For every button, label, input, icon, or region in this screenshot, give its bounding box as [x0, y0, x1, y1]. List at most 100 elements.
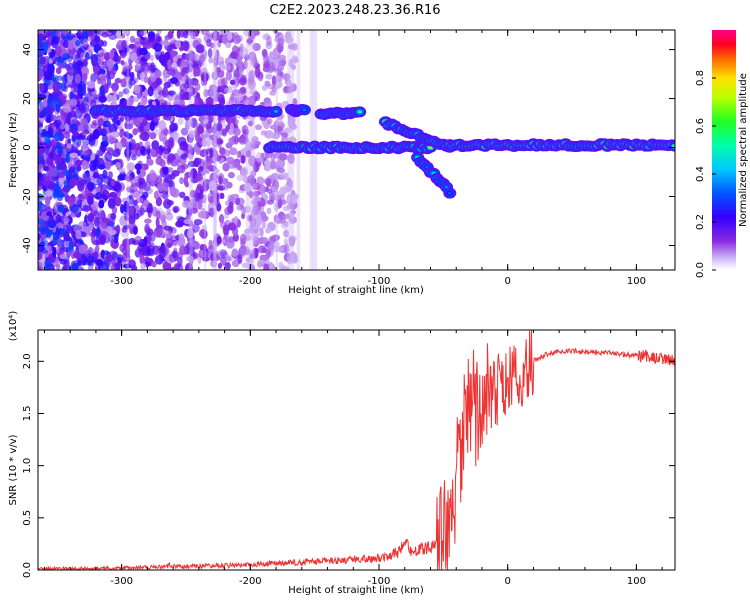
noise-speckle	[214, 154, 222, 162]
noise-speckle	[138, 141, 144, 151]
x-tick-label: 100	[627, 276, 646, 287]
noise-speckle	[227, 31, 233, 41]
noise-speckle	[196, 183, 203, 191]
x-tick-label: -200	[239, 276, 262, 287]
noise-speckle	[68, 179, 76, 189]
noise-speckle	[205, 96, 214, 107]
noise-speckle	[97, 163, 106, 170]
noise-speckle	[71, 262, 79, 270]
noise-speckle	[169, 186, 177, 197]
noise-speckle	[269, 261, 274, 270]
noise-speckle	[263, 60, 270, 69]
noise-speckle	[62, 131, 71, 139]
noise-speckle	[82, 38, 89, 48]
noise-speckle	[217, 69, 225, 79]
snr-panel: -300 -200 -100 0 100 0.0 0.5 1.0 1.5 2.0 Height o…	[8, 311, 676, 596]
noise-speckle	[193, 241, 201, 250]
noise-speckle	[87, 195, 94, 206]
noise-speckle	[234, 119, 239, 125]
noise-speckle	[45, 80, 51, 87]
noise-speckle	[56, 148, 63, 155]
noise-speckle	[49, 215, 58, 224]
noise-speckle	[280, 222, 289, 230]
noise-speckle	[38, 251, 43, 261]
noise-speckle	[205, 126, 212, 138]
noise-speckle	[68, 194, 77, 204]
noise-speckle	[101, 261, 110, 270]
noise-speckle	[224, 57, 230, 65]
noise-speckle	[44, 195, 51, 206]
noise-speckle	[126, 176, 133, 182]
snr-series-line	[38, 330, 675, 570]
noise-speckle	[59, 258, 68, 265]
noise-speckle	[194, 97, 199, 106]
noise-speckle	[110, 180, 116, 187]
noise-speckle	[271, 185, 277, 192]
noise-speckle	[265, 250, 271, 260]
noise-speckle	[134, 235, 142, 243]
noise-speckle	[90, 73, 97, 83]
noise-speckle	[47, 30, 53, 37]
noise-speckle	[102, 169, 108, 179]
noise-speckle	[78, 221, 87, 228]
noise-speckle	[252, 190, 261, 197]
noise-speckle	[78, 45, 87, 54]
noise-speckle	[103, 120, 112, 128]
noise-speckle	[271, 75, 277, 86]
noise-speckle	[227, 128, 234, 136]
noise-speckle	[267, 243, 274, 252]
noise-speckle	[144, 140, 151, 150]
noise-speckle	[75, 229, 82, 240]
noise-speckle	[282, 205, 289, 212]
noise-speckle	[265, 73, 273, 80]
noise-speckle	[147, 30, 156, 39]
noise-speckle	[57, 82, 63, 89]
y-tick-label: 20	[22, 92, 33, 105]
noise-speckle	[198, 249, 205, 259]
noise-speckle	[164, 139, 174, 148]
noise-speckle	[269, 65, 274, 72]
noise-speckle	[206, 136, 212, 148]
noise-speckle	[183, 218, 192, 225]
noise-speckle	[159, 99, 168, 106]
noise-speckle	[45, 176, 51, 186]
noise-speckle	[283, 73, 291, 81]
noise-speckle	[63, 217, 70, 224]
noise-speckle	[63, 179, 70, 189]
noise-speckle	[216, 235, 222, 245]
noise-speckle	[261, 48, 268, 58]
noise-speckle	[45, 189, 52, 197]
noise-speckle	[163, 198, 172, 210]
noise-speckle	[251, 177, 257, 184]
noise-speckle	[259, 236, 269, 244]
noise-speckle	[169, 122, 178, 133]
noise-speckle	[86, 255, 95, 266]
noise-speckle	[211, 133, 218, 141]
noise-speckle	[192, 53, 200, 62]
colorbar-tick-label: 0.0	[695, 262, 706, 278]
noise-speckle	[68, 40, 74, 50]
noise-speckle	[199, 158, 205, 170]
noise-speckle	[81, 73, 88, 82]
noise-speckle	[275, 116, 283, 126]
noise-speckle	[244, 129, 249, 136]
x-tick-label: 0	[505, 576, 511, 587]
noise-speckle	[121, 39, 127, 50]
noise-speckle	[132, 96, 140, 103]
noise-speckle	[167, 59, 172, 70]
noise-speckle	[195, 147, 201, 155]
noise-speckle	[291, 55, 299, 64]
noise-speckle	[72, 128, 77, 137]
noise-speckle	[55, 103, 61, 113]
noise-speckle	[291, 64, 296, 71]
noise-speckle	[155, 156, 164, 166]
noise-speckle	[74, 73, 81, 85]
noise-speckle	[38, 59, 43, 68]
noise-speckle	[241, 207, 247, 215]
noise-speckle	[172, 240, 178, 247]
noise-speckle	[160, 214, 166, 223]
noise-speckle	[266, 207, 272, 215]
noise-speckle	[38, 159, 46, 165]
noise-speckle	[68, 239, 74, 251]
noise-speckle	[91, 200, 99, 211]
